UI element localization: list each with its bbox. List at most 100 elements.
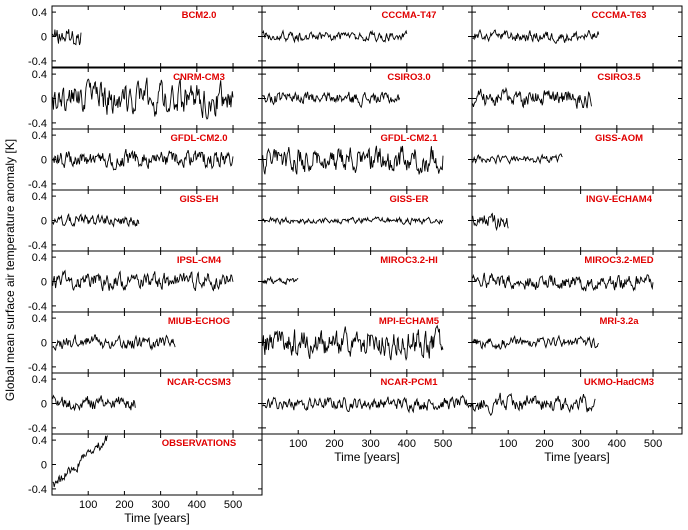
panel: MPI-ECHAM5 — [261, 311, 473, 374]
x-tick-label: 400 — [608, 438, 626, 450]
series-line — [262, 29, 408, 44]
series-line — [52, 269, 234, 292]
panel-title: NCAR-CCSM3 — [167, 377, 231, 388]
panel: 0.4 0 -0.4 BCM2.0 — [28, 5, 263, 68]
x-tick-label: 400 — [188, 499, 206, 511]
x-axis-label: Time [years] — [124, 511, 190, 525]
series-line — [52, 394, 136, 412]
panel-title: GFDL-CM2.0 — [171, 133, 228, 144]
panel: 0.4 0 -0.4 GFDL-CM2.0 — [28, 128, 263, 191]
x-tick-label: 300 — [361, 438, 379, 450]
series-line — [52, 334, 176, 352]
x-tick-label: 300 — [151, 499, 169, 511]
x-tick-label: 100 — [289, 438, 307, 450]
panel-title: INGV-ECHAM4 — [586, 194, 653, 205]
panels-group: 0.4 0 -0.4 BCM2.0 CCCMA-T47 CCCMA-T63 0.4 0 -0.4… — [28, 5, 683, 525]
series-line — [472, 86, 592, 109]
y-tick-label: -0.4 — [28, 362, 47, 374]
x-tick-label: 100 — [499, 438, 517, 450]
panel: MIROC3.2-HI — [261, 250, 473, 313]
panel-title: CCCMA-T63 — [592, 10, 647, 21]
x-axis-label: Time [years] — [544, 450, 610, 464]
y-tick-label: 0.4 — [32, 313, 47, 325]
series-line — [52, 29, 82, 46]
y-tick-label: 0.4 — [32, 435, 47, 447]
panel: GISS-AOM — [471, 128, 683, 191]
series-line — [262, 275, 299, 285]
x-tick-label: 200 — [535, 438, 553, 450]
panel-title: MRI-3.2a — [599, 316, 639, 327]
x-tick-label: 500 — [644, 438, 662, 450]
y-tick-label: 0.4 — [32, 374, 47, 386]
y-tick-label: 0.4 — [32, 191, 47, 203]
panel: GISS-ER — [261, 189, 473, 252]
x-axis-label: Time [years] — [334, 450, 400, 464]
y-tick-label: -0.4 — [28, 118, 47, 130]
panel-title: GISS-AOM — [595, 133, 643, 144]
series-line — [472, 392, 596, 417]
panel: MIROC3.2-MED — [471, 250, 683, 313]
panel: CSIRO3.0 — [261, 67, 473, 130]
series-line — [262, 145, 444, 175]
series-line — [262, 216, 444, 226]
panel-frame — [471, 128, 683, 191]
x-tick-label: 200 — [325, 438, 343, 450]
series-line — [472, 28, 600, 44]
y-tick-label: 0 — [41, 277, 47, 289]
y-tick-label: 0.4 — [32, 7, 47, 19]
y-tick-label: -0.4 — [28, 179, 47, 191]
y-tick-label: -0.4 — [28, 484, 47, 496]
x-tick-label: 300 — [571, 438, 589, 450]
panel: CCCMA-T47 — [261, 5, 473, 68]
panel-frame — [51, 128, 263, 191]
panel: GFDL-CM2.1 — [261, 128, 473, 191]
series-line — [472, 212, 509, 232]
panel-title: BCM2.0 — [182, 10, 217, 21]
series-line — [52, 213, 140, 228]
panel: 0.4 0 -0.4 IPSL-CM4 — [28, 250, 263, 313]
x-tick-label: 100 — [79, 499, 97, 511]
y-tick-label: -0.4 — [28, 56, 47, 68]
series-line — [52, 149, 234, 171]
y-tick-label: 0.4 — [32, 130, 47, 142]
panel-frame — [471, 67, 683, 130]
panel-title: GFDL-CM2.1 — [381, 133, 439, 144]
panel: 0.4 0 -0.4 MIUB-ECHOG — [28, 311, 263, 374]
panel-title: GISS-ER — [389, 194, 428, 205]
panel: 0.4 0 -0.4 NCAR-CCSM3 — [28, 372, 263, 435]
x-tick-label: 200 — [115, 499, 133, 511]
panel-frame — [261, 128, 473, 191]
panel: UKMO-HadCM3 100 200 300 400 500 Time [years] — [471, 372, 683, 464]
panel-title: MPI-ECHAM5 — [379, 316, 440, 327]
y-tick-label: 0 — [41, 216, 47, 228]
y-tick-label: -0.4 — [28, 240, 47, 252]
x-tick-label: 400 — [398, 438, 416, 450]
y-tick-label: 0.4 — [32, 252, 47, 264]
y-tick-label: 0 — [41, 399, 47, 411]
series-line — [52, 77, 234, 120]
series-line — [262, 394, 473, 414]
series-line — [472, 334, 600, 350]
y-tick-label: -0.4 — [28, 301, 47, 313]
panel-frame — [261, 5, 473, 68]
panel-title: CSIRO3.0 — [387, 72, 430, 83]
panel: 0.4 0 -0.4 CNRM-CM3 — [28, 67, 263, 130]
y-tick-label: 0 — [41, 32, 47, 44]
x-tick-label: 500 — [434, 438, 452, 450]
y-tick-label: 0 — [41, 338, 47, 350]
y-tick-label: -0.4 — [28, 423, 47, 435]
y-tick-label: 0 — [41, 155, 47, 167]
panel-title: NCAR-PCM1 — [381, 377, 439, 388]
panel-title: MIUB-ECHOG — [168, 316, 230, 327]
panel: 0.4 0 -0.4 GISS-EH — [28, 189, 263, 252]
panel: MRI-3.2a — [471, 311, 683, 374]
panel-frame — [51, 5, 263, 68]
panel: CCCMA-T63 — [471, 5, 683, 68]
panel-title: CSIRO3.5 — [597, 72, 641, 83]
series-line — [52, 435, 109, 488]
y-tick-label: 0 — [41, 460, 47, 472]
panel-title: GISS-EH — [179, 194, 218, 205]
panel-title: CNRM-CM3 — [173, 72, 225, 83]
series-line — [262, 91, 401, 109]
